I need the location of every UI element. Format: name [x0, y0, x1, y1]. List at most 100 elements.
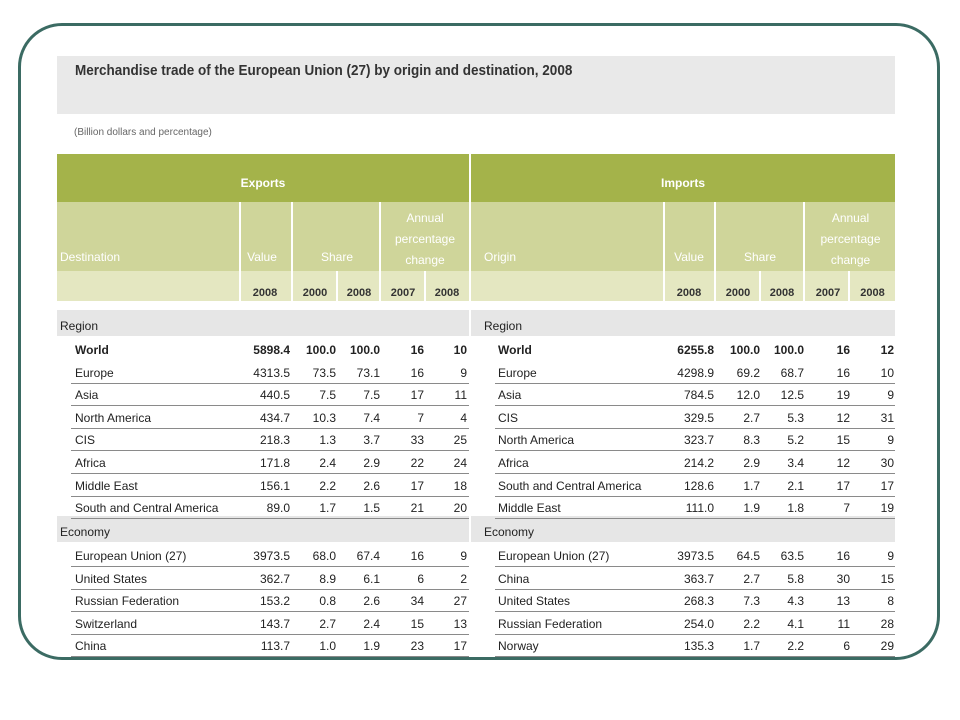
exports-economy-band	[57, 516, 469, 542]
cell-s2008: 5.3	[787, 410, 804, 425]
cell-c2008: 25	[453, 433, 467, 448]
cell-s2008: 4.1	[787, 616, 804, 631]
cell-s2000: 1.0	[319, 639, 336, 654]
row-separator	[71, 633, 469, 635]
cell-c2008: 30	[880, 456, 894, 470]
imports-region-label: Region	[484, 319, 523, 333]
imports-share-label: Share	[743, 250, 777, 264]
row-label: United States	[75, 571, 148, 586]
row-label: Africa	[75, 456, 106, 470]
header-divider	[848, 271, 850, 301]
exports-year-change-2008: 2008	[434, 287, 460, 299]
row-separator	[495, 588, 895, 590]
cell-c2008: 13	[453, 616, 467, 631]
row-separator	[71, 405, 469, 407]
row-separator	[495, 633, 895, 635]
cell-c2007: 19	[836, 388, 850, 403]
cell-s2008: 2.2	[787, 639, 804, 654]
cell-c2008: 9	[887, 549, 894, 563]
cell-s2000: 2.9	[743, 456, 760, 470]
cell-s2008: 2.4	[363, 616, 380, 631]
cell-s2000: 68.0	[312, 549, 336, 563]
cell-c2007: 17	[410, 388, 424, 403]
imports-economy-band	[471, 516, 895, 542]
cell-s2008: 2.9	[363, 456, 380, 470]
cell-c2007: 33	[410, 433, 424, 448]
cell-s2000: 8.9	[319, 571, 336, 586]
exports-year-share-2008: 2008	[346, 287, 372, 299]
cell-s2008: 73.1	[356, 365, 380, 380]
cell-c2008: 12	[880, 343, 894, 357]
cell-s2008: 2.6	[363, 478, 380, 493]
cell-value: 254.0	[683, 616, 714, 631]
cell-s2008: 67.4	[356, 549, 380, 563]
imports-subheader	[471, 202, 895, 271]
row-separator	[495, 405, 895, 407]
imports-years-row	[471, 271, 895, 301]
row-label: World	[75, 343, 109, 357]
cell-c2008: 24	[453, 456, 467, 470]
cell-s2000: 1.7	[319, 501, 336, 516]
cell-s2000: 2.2	[743, 616, 760, 631]
cell-s2008: 1.9	[363, 639, 380, 654]
cell-c2008: 9	[887, 388, 894, 403]
cell-value: 362.7	[259, 571, 290, 586]
cell-value: 218.3	[259, 433, 290, 448]
cell-c2007: 15	[836, 433, 850, 448]
row-label: European Union (27)	[498, 549, 610, 563]
row-separator	[495, 566, 895, 567]
row-label: United States	[498, 594, 571, 609]
row-label: North America	[498, 433, 575, 448]
cell-s2000: 7.5	[319, 388, 336, 403]
header-divider	[291, 202, 293, 301]
cell-c2007: 6	[417, 571, 424, 586]
cell-value: 3973.5	[253, 549, 290, 563]
imports-change-line-3: change	[830, 253, 871, 267]
cell-value: 784.5	[683, 388, 714, 403]
row-separator	[71, 588, 469, 590]
cell-c2007: 6	[843, 639, 850, 654]
row-separator	[71, 382, 469, 384]
cell-c2008: 11	[454, 388, 467, 403]
row-separator	[495, 518, 895, 520]
cell-c2007: 11	[837, 616, 850, 631]
cell-c2007: 34	[410, 594, 424, 609]
cell-s2008: 100.0	[773, 343, 804, 357]
row-separator	[495, 611, 895, 613]
row-label: CIS	[75, 433, 96, 448]
row-label: Asia	[75, 388, 99, 403]
exports-value-label: Value	[247, 250, 277, 264]
cell-c2008: 20	[453, 501, 467, 516]
cell-s2000: 100.0	[305, 343, 336, 357]
cell-s2008: 1.8	[787, 501, 804, 516]
cell-s2008: 7.4	[363, 410, 380, 425]
cell-value: 156.1	[259, 478, 290, 493]
cell-c2007: 7	[417, 410, 424, 425]
imports-header-cell: Imports	[471, 154, 895, 202]
cell-value: 434.7	[259, 410, 290, 425]
cell-value: 363.7	[683, 571, 714, 586]
cell-value: 6255.8	[677, 343, 714, 357]
header-divider	[469, 154, 471, 301]
cell-value: 268.3	[683, 594, 714, 609]
cell-c2008: 27	[453, 594, 467, 609]
cell-value: 4298.9	[677, 365, 714, 380]
cell-c2007: 13	[836, 594, 850, 609]
cell-c2007: 16	[836, 365, 850, 380]
row-label: Europe	[498, 365, 537, 380]
cell-value: 3973.5	[677, 549, 714, 563]
cell-s2008: 2.6	[363, 594, 380, 609]
row-separator	[71, 495, 469, 497]
exports-change-label: Annual percentage change	[382, 208, 468, 271]
imports-year-share-2008: 2008	[769, 287, 795, 299]
exports-region-label: Region	[60, 319, 99, 333]
cell-s2000: 7.3	[743, 594, 760, 609]
row-label: Asia	[498, 388, 522, 403]
cell-s2000: 100.0	[729, 343, 760, 357]
cell-s2000: 64.5	[736, 549, 760, 563]
row-label: South and Central America	[75, 501, 219, 516]
exports-header-cell: Exports	[57, 154, 469, 202]
exports-years-row	[57, 271, 469, 301]
cell-c2007: 21	[410, 501, 424, 516]
row-separator	[495, 656, 895, 658]
